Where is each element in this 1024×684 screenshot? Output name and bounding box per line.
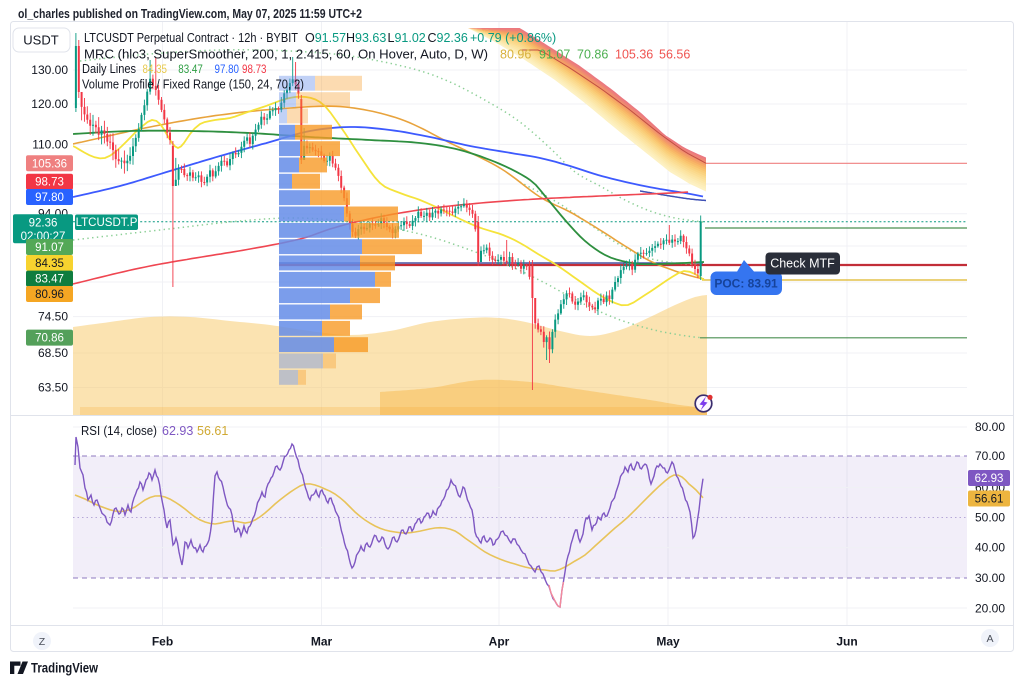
svg-text:80.96: 80.96 [500, 48, 531, 62]
svg-text:Volume Profile / Fixed Range (: Volume Profile / Fixed Range (150, 24, 7… [82, 78, 304, 92]
svg-text:L91.02: L91.02 [388, 31, 426, 45]
svg-text:110.00: 110.00 [32, 137, 68, 151]
svg-text:105.36: 105.36 [615, 48, 653, 62]
svg-text:O91.57: O91.57 [305, 31, 346, 45]
svg-text:H93.63: H93.63 [346, 31, 386, 45]
svg-text:50.00: 50.00 [975, 511, 1005, 525]
svg-text:91.07: 91.07 [539, 48, 570, 62]
svg-text:63.50: 63.50 [38, 381, 68, 395]
svg-text:84.35: 84.35 [143, 62, 168, 76]
svg-text:TradingView: TradingView [31, 660, 98, 676]
svg-text:Feb: Feb [152, 635, 173, 649]
svg-text:RSI (14, close): RSI (14, close) [81, 424, 157, 438]
svg-text:70.00: 70.00 [975, 449, 1005, 463]
svg-text:68.50: 68.50 [38, 346, 68, 360]
svg-text:MRC (hlc3, SuperSmoother, 200,: MRC (hlc3, SuperSmoother, 200, 1, 2.415,… [84, 48, 488, 62]
svg-text:80.00: 80.00 [975, 420, 1005, 434]
svg-text:70.86: 70.86 [35, 333, 64, 345]
svg-text:105.36: 105.36 [32, 158, 67, 170]
svg-text:POC: 83.91: POC: 83.91 [714, 277, 778, 291]
svg-text:+0.79 (+0.86%): +0.79 (+0.86%) [470, 31, 556, 45]
svg-text:30.00: 30.00 [975, 571, 1005, 585]
svg-text:130.00: 130.00 [31, 63, 68, 77]
svg-text:40.00: 40.00 [975, 541, 1005, 555]
svg-text:92.36: 92.36 [29, 218, 58, 230]
svg-text:62.93: 62.93 [975, 473, 1004, 485]
svg-text:Check MTF: Check MTF [770, 257, 835, 271]
svg-text:97.80: 97.80 [35, 192, 64, 204]
svg-text:56.61: 56.61 [975, 494, 1004, 506]
svg-text:LTCUSDT Perpetual Contract · 1: LTCUSDT Perpetual Contract · 12h · BYBIT [84, 31, 298, 45]
svg-text:83.47: 83.47 [178, 62, 203, 76]
svg-text:97.80: 97.80 [215, 62, 240, 76]
svg-text:83.47: 83.47 [35, 274, 64, 286]
svg-text:A: A [986, 633, 993, 645]
svg-text:Apr: Apr [489, 635, 510, 649]
svg-text:USDT: USDT [23, 33, 58, 48]
svg-text:98.73: 98.73 [35, 177, 64, 189]
svg-text:20.00: 20.00 [975, 602, 1005, 616]
svg-text:Daily Lines: Daily Lines [82, 62, 136, 76]
svg-text:84.35: 84.35 [35, 258, 64, 270]
svg-text:Z: Z [39, 636, 46, 648]
svg-text:May: May [656, 635, 680, 649]
svg-text:ol_charles published on Tradin: ol_charles published on TradingView.com,… [18, 6, 362, 21]
svg-text:120.00: 120.00 [31, 97, 68, 111]
svg-text:70.86: 70.86 [577, 48, 608, 62]
svg-text:91.07: 91.07 [35, 242, 64, 254]
svg-text:80.96: 80.96 [35, 289, 64, 301]
svg-text:LTCUSDT.P: LTCUSDT.P [76, 217, 138, 229]
svg-text:C92.36: C92.36 [428, 31, 468, 45]
svg-text:Jun: Jun [836, 635, 857, 649]
svg-text:74.50: 74.50 [38, 310, 68, 324]
svg-text:Mar: Mar [311, 635, 333, 649]
svg-text:62.93: 62.93 [162, 424, 193, 438]
svg-text:98.73: 98.73 [242, 62, 267, 76]
svg-text:56.61: 56.61 [197, 424, 228, 438]
svg-text:56.56: 56.56 [659, 48, 690, 62]
